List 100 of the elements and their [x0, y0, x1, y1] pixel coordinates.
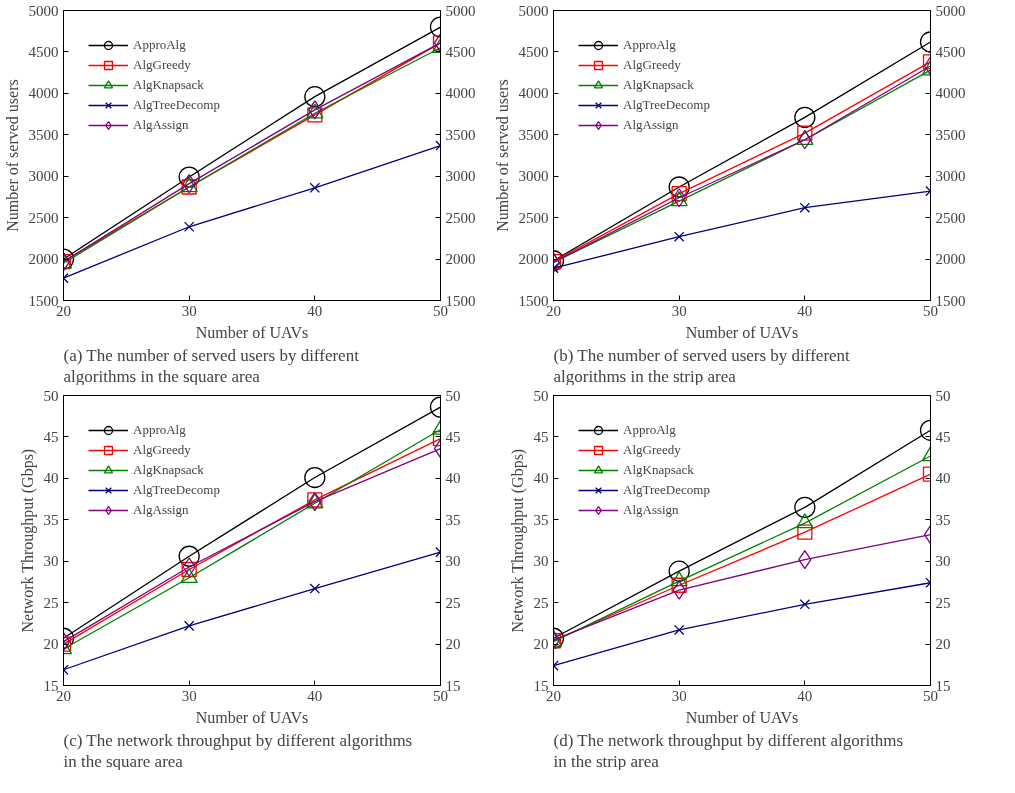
- y2-tick-label: 30: [445, 553, 461, 570]
- y2-tick-label: 45: [445, 428, 461, 445]
- y-tick-label: 45: [43, 428, 59, 445]
- y2-tick-label: 35: [445, 511, 461, 528]
- legend-label: AlgGreedy: [133, 442, 191, 458]
- legend-label: AlgTreeDecomp: [133, 97, 220, 113]
- y-tick-label: 2500: [518, 209, 549, 226]
- y2-tick-label: 20: [445, 636, 461, 653]
- legend-label: ApproAlg: [623, 422, 676, 438]
- y-tick-label: 35: [43, 511, 59, 528]
- x-axis-title: Number of UAVs: [195, 323, 309, 341]
- legend-label: AlgTreeDecomp: [133, 482, 220, 498]
- y-tick-label: 3500: [518, 126, 549, 143]
- text: (c) The network throughput by different algorithms in the square area: [63, 730, 413, 771]
- y-axis-title: Number of served users: [3, 79, 21, 232]
- y2-tick-label: 2000: [935, 251, 966, 268]
- x-tick-label: 30: [181, 302, 197, 319]
- legend-label: AlgTreeDecomp: [623, 482, 710, 498]
- y-tick-label: 5000: [518, 2, 549, 19]
- legend-label: AlgGreedy: [623, 57, 681, 73]
- legend-label: AlgAssign: [133, 117, 189, 133]
- y2-tick-label: 4500: [445, 43, 476, 60]
- y-tick-label: 20: [43, 636, 59, 653]
- legend-label: AlgTreeDecomp: [623, 97, 710, 113]
- legend-label: AlgGreedy: [623, 442, 681, 458]
- legend-label: AlgKnapsack: [133, 462, 204, 478]
- legend-label: AlgAssign: [623, 117, 679, 133]
- legend-label: AlgAssign: [623, 502, 679, 518]
- legend-label: AlgKnapsack: [133, 77, 204, 93]
- y-tick-label: 20: [533, 636, 549, 653]
- x-tick-label: 50: [923, 687, 938, 704]
- x-tick-label: 50: [923, 302, 938, 319]
- y-tick-label: 50: [43, 387, 59, 404]
- y2-tick-label: 20: [935, 636, 951, 653]
- y2-tick-label: 30: [935, 553, 951, 570]
- x-tick-label: 40: [797, 687, 813, 704]
- y-tick-label: 3000: [518, 168, 549, 185]
- y2-tick-label: 2500: [935, 209, 966, 226]
- y-tick-label: 30: [533, 553, 549, 570]
- y-tick-label: 5000: [28, 2, 59, 19]
- y-tick-label: 40: [533, 470, 549, 487]
- y-tick-label: 3000: [28, 168, 59, 185]
- y2-tick-label: 5000: [935, 2, 966, 19]
- y-axis-title: Network Throughput (Gbps): [18, 448, 37, 633]
- y-axis-title: Number of served users: [493, 79, 511, 232]
- y2-tick-label: 4500: [935, 43, 966, 60]
- x-tick-label: 50: [433, 302, 448, 319]
- legend-label: ApproAlg: [133, 422, 186, 438]
- x-axis-title: Number of UAVs: [195, 708, 309, 726]
- y2-tick-label: 4000: [445, 85, 476, 102]
- legend-label: AlgAssign: [133, 502, 189, 518]
- y2-tick-label: 50: [935, 387, 951, 404]
- y2-tick-label: 25: [445, 594, 461, 611]
- y2-tick-label: 5000: [445, 2, 476, 19]
- y2-tick-label: 2500: [445, 209, 476, 226]
- y2-tick-label: 40: [935, 470, 951, 487]
- y-tick-label: 50: [533, 387, 549, 404]
- y-tick-label: 4000: [28, 85, 59, 102]
- y-tick-label: 3500: [28, 126, 59, 143]
- y-tick-label: 4000: [518, 85, 549, 102]
- y-tick-label: 35: [533, 511, 549, 528]
- y-tick-label: 2500: [28, 209, 59, 226]
- y2-tick-label: 3000: [935, 168, 966, 185]
- y2-tick-label: 3500: [935, 126, 966, 143]
- x-tick-label: 40: [307, 687, 323, 704]
- legend-label: AlgGreedy: [133, 57, 191, 73]
- y2-tick-label: 35: [935, 511, 951, 528]
- y-tick-label: 2000: [28, 251, 59, 268]
- x-tick-label: 30: [671, 302, 687, 319]
- text: (d) The network throughput by different algorithms in the strip area: [553, 730, 904, 771]
- y2-tick-label: 3000: [445, 168, 476, 185]
- y-tick-label: 25: [43, 594, 59, 611]
- x-axis-title: Number of UAVs: [685, 708, 799, 726]
- text: (a) The number of served users by different algorithms in the square area: [63, 345, 360, 386]
- y2-tick-label: 3500: [445, 126, 476, 143]
- y-tick-label: 40: [43, 470, 59, 487]
- y-tick-label: 4500: [518, 43, 549, 60]
- y-tick-label: 2000: [518, 251, 549, 268]
- y-axis-title: Network Throughput (Gbps): [508, 448, 527, 633]
- legend-label: ApproAlg: [133, 37, 186, 53]
- y-tick-label: 25: [533, 594, 549, 611]
- x-tick-label: 40: [797, 302, 813, 319]
- y2-tick-label: 50: [445, 387, 461, 404]
- legend-label: ApproAlg: [623, 37, 676, 53]
- x-tick-label: 50: [433, 687, 448, 704]
- x-tick-label: 30: [181, 687, 197, 704]
- y2-tick-label: 2000: [445, 251, 476, 268]
- x-tick-label: 30: [671, 687, 687, 704]
- x-axis-title: Number of UAVs: [685, 323, 799, 341]
- x-tick-label: 40: [307, 302, 323, 319]
- y-tick-label: 30: [43, 553, 59, 570]
- legend-label: AlgKnapsack: [623, 462, 694, 478]
- y2-tick-label: 40: [445, 470, 461, 487]
- y2-tick-label: 4000: [935, 85, 966, 102]
- y2-tick-label: 25: [935, 594, 951, 611]
- y-tick-label: 4500: [28, 43, 59, 60]
- text: (b) The number of served users by different algorithms in the strip area: [553, 345, 851, 386]
- legend-label: AlgKnapsack: [623, 77, 694, 93]
- y-tick-label: 45: [533, 428, 549, 445]
- y2-tick-label: 45: [935, 428, 951, 445]
